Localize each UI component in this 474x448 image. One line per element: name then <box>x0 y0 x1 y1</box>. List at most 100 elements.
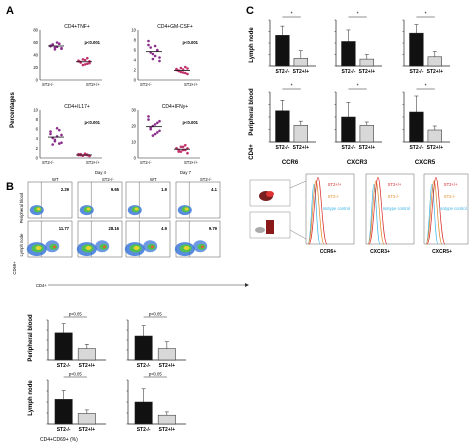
histogram-curve <box>368 177 388 245</box>
data-point <box>156 131 159 134</box>
flow-percent-value: 4.1 <box>211 187 217 192</box>
histogram-curve <box>367 184 381 245</box>
bar-category-label: ST2+/+ <box>427 145 443 151</box>
histo-label-ccr6: CCR6+ <box>320 249 337 255</box>
bar-category-label: ST2-/- <box>137 427 151 433</box>
panel-b-bar-charts: ST2-/- ST2+/+ p<0.05 ST2-/- ST2+/+ p<0.05 ST2-… <box>46 312 186 433</box>
flow-population-yellow <box>36 207 41 211</box>
flow-population-yellow <box>184 207 189 211</box>
data-point <box>179 145 183 149</box>
histogram-curve <box>307 180 325 245</box>
data-point <box>153 44 157 48</box>
panel-c-col-cxcr5: CXCR5 <box>415 160 436 166</box>
data-point <box>53 48 57 51</box>
data-point <box>77 59 80 62</box>
scatter-tick-label: 20 <box>33 65 38 70</box>
bar <box>359 58 374 67</box>
data-point <box>158 119 161 123</box>
bar-category-label: ST2+/+ <box>293 145 309 151</box>
bar-category-label: ST2+/+ <box>359 69 375 75</box>
flow-population-red <box>201 245 204 249</box>
scatter-tick-label: 6 <box>36 127 39 132</box>
data-point <box>55 41 59 44</box>
panel-c-letter: C <box>246 5 254 17</box>
scatter-tick-label: 4 <box>36 136 39 141</box>
bar <box>341 116 356 143</box>
bar <box>157 348 176 361</box>
flow-population-red <box>151 245 154 249</box>
bar <box>293 125 308 143</box>
histogram-curve <box>425 180 443 245</box>
bar-category-label: ST2-/- <box>57 427 71 433</box>
bar-y-label-blood: Peripheral blood <box>28 314 34 362</box>
scatter-tick-label: 10 <box>131 139 136 144</box>
gating-connector-lines <box>289 180 307 240</box>
bar <box>157 414 176 425</box>
flow-row-label-lymph: Lymph node <box>19 233 24 257</box>
data-point <box>86 62 89 66</box>
bar-category-label: ST2+/+ <box>359 145 375 151</box>
data-point <box>156 121 159 125</box>
flow-population-yellow <box>133 246 140 250</box>
data-point <box>88 61 91 65</box>
data-point <box>153 123 157 126</box>
bar <box>77 348 96 361</box>
histo-label-cxcr5: CXCR5+ <box>432 249 452 255</box>
data-point <box>147 118 150 121</box>
bar-category-label: ST2+/+ <box>427 69 443 75</box>
scatter-pvalue: p<0.001 <box>183 120 199 125</box>
bar-category-label: ST2+/+ <box>159 427 175 433</box>
histogram-curve <box>307 184 321 245</box>
scatter-tick-label: 0 <box>36 155 39 160</box>
genotype-ko-day4: ST2-/- <box>102 177 114 182</box>
data-point <box>60 46 63 50</box>
flow-population-yellow <box>183 246 190 250</box>
scatter-tick-label: 0 <box>36 77 39 82</box>
histogram-panels: ST2+/+ ST2-/- Isotype control ST2+/+ ST2-/- I… <box>305 173 469 245</box>
significance-label: * <box>425 12 427 18</box>
bar <box>134 401 153 425</box>
genotype-ko-day7: ST2-/- <box>200 177 212 182</box>
data-point <box>151 134 155 137</box>
bar-category-label: ST2-/- <box>341 69 355 75</box>
bar-category-label: ST2-/- <box>409 145 423 151</box>
flow-percent-value: 4.9 <box>161 226 167 231</box>
data-point <box>186 67 189 70</box>
data-point <box>81 63 85 67</box>
bar-category-label: ST2-/- <box>57 363 71 369</box>
bar <box>427 129 442 143</box>
scatter-group-label: ST2+/+ <box>184 82 198 87</box>
bar <box>134 335 153 361</box>
bar <box>275 110 290 143</box>
flow-row-label-blood: Peripheral blood <box>19 192 24 223</box>
data-point <box>181 71 185 74</box>
scatter-tick-label: 30 <box>131 107 136 112</box>
flow-percent-value: 11.77 <box>59 226 70 231</box>
bar-category-label: ST2+/+ <box>293 69 309 75</box>
data-point <box>58 128 61 132</box>
scatter-tick-label: 4 <box>134 57 137 62</box>
bar <box>54 332 73 361</box>
data-point <box>184 143 187 147</box>
scatter-title: CD4+IL17+ <box>64 104 90 110</box>
scatter-group-label: ST2-/- <box>42 82 54 87</box>
flow-y-axis-label: CD69+ <box>12 261 17 275</box>
data-point <box>184 71 187 75</box>
genotype-wt-day4: WT <box>52 177 59 182</box>
data-point <box>179 150 183 153</box>
scatter-group-label: ST2+/+ <box>86 82 100 87</box>
scatter-tick-label: 8 <box>134 37 137 42</box>
scatter-title: CD4+GM-CSF+ <box>157 24 193 30</box>
histogram-legend-label: ST2-/- <box>444 194 456 199</box>
flow-percent-value: 2.29 <box>61 187 70 192</box>
bar-category-label: ST2+/+ <box>79 363 95 369</box>
histogram-legend-label: ST2+/+ <box>444 182 458 187</box>
histogram-curve <box>425 184 439 245</box>
bar <box>359 125 374 143</box>
data-point <box>60 141 63 144</box>
scatter-pvalue: p<0.001 <box>85 120 101 125</box>
bar <box>341 41 356 67</box>
flow-x-axis-label: CD4+ <box>36 283 47 288</box>
flow-population-yellow <box>134 207 139 211</box>
